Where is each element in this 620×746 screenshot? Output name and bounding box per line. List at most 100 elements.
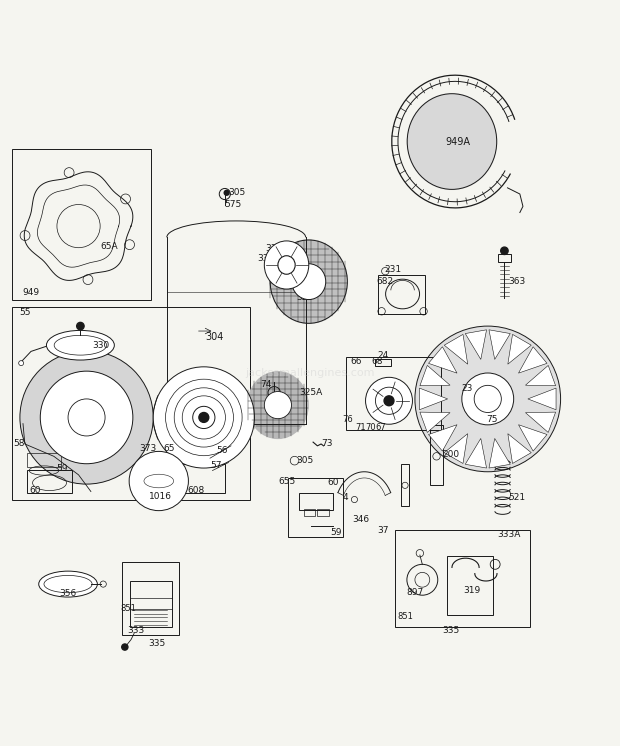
Bar bbox=[27, 454, 61, 467]
Ellipse shape bbox=[292, 264, 326, 300]
Circle shape bbox=[199, 413, 209, 422]
Circle shape bbox=[462, 373, 514, 424]
Circle shape bbox=[366, 377, 412, 424]
Text: 373: 373 bbox=[140, 444, 157, 453]
Polygon shape bbox=[526, 412, 556, 433]
Text: 682: 682 bbox=[377, 278, 394, 286]
Text: 4: 4 bbox=[343, 493, 348, 502]
Text: 305: 305 bbox=[229, 188, 246, 197]
Bar bbox=[430, 424, 443, 486]
Text: 330: 330 bbox=[93, 341, 110, 350]
Bar bbox=[12, 307, 250, 500]
Bar bbox=[378, 275, 425, 314]
Ellipse shape bbox=[46, 330, 114, 360]
Text: jackssmallengines.com: jackssmallengines.com bbox=[246, 368, 374, 378]
Circle shape bbox=[193, 407, 215, 428]
Text: 897: 897 bbox=[406, 588, 423, 597]
Text: 333: 333 bbox=[127, 627, 144, 636]
Polygon shape bbox=[428, 347, 457, 373]
Text: 305: 305 bbox=[296, 456, 314, 466]
Text: 65A: 65A bbox=[100, 242, 118, 251]
Bar bbox=[299, 493, 333, 510]
Text: 200: 200 bbox=[442, 450, 459, 459]
Text: 58: 58 bbox=[13, 439, 24, 448]
Text: 356: 356 bbox=[60, 589, 77, 598]
Polygon shape bbox=[445, 433, 467, 463]
Text: 608: 608 bbox=[187, 486, 205, 495]
Polygon shape bbox=[465, 439, 487, 468]
Text: 319: 319 bbox=[463, 586, 480, 595]
Bar bbox=[447, 557, 494, 615]
Ellipse shape bbox=[407, 94, 497, 189]
Text: 363: 363 bbox=[508, 278, 525, 286]
Bar bbox=[346, 357, 441, 430]
Text: 331: 331 bbox=[265, 244, 283, 253]
Text: 851: 851 bbox=[120, 604, 136, 613]
Text: 68: 68 bbox=[371, 357, 383, 366]
Polygon shape bbox=[526, 366, 556, 386]
Text: 521: 521 bbox=[508, 493, 525, 502]
Text: 37: 37 bbox=[377, 526, 389, 535]
Polygon shape bbox=[508, 433, 531, 463]
Circle shape bbox=[501, 247, 508, 254]
Bar bbox=[375, 360, 391, 366]
Polygon shape bbox=[420, 412, 450, 433]
Bar bbox=[122, 562, 179, 636]
Text: 55: 55 bbox=[19, 308, 30, 317]
Circle shape bbox=[224, 190, 229, 195]
Text: 1016: 1016 bbox=[149, 492, 172, 501]
Polygon shape bbox=[508, 334, 531, 364]
Polygon shape bbox=[465, 330, 487, 360]
Ellipse shape bbox=[247, 372, 308, 439]
Text: 575: 575 bbox=[224, 200, 241, 209]
Circle shape bbox=[474, 386, 502, 413]
Text: 65: 65 bbox=[164, 444, 175, 453]
Text: 74: 74 bbox=[260, 380, 271, 389]
Polygon shape bbox=[528, 388, 556, 410]
Text: 67: 67 bbox=[376, 423, 386, 432]
Text: 23: 23 bbox=[462, 384, 473, 393]
Bar bbox=[304, 509, 315, 516]
Text: 24: 24 bbox=[377, 351, 389, 360]
Text: 70: 70 bbox=[365, 423, 376, 432]
Ellipse shape bbox=[270, 240, 347, 323]
Circle shape bbox=[153, 367, 254, 468]
Text: 949: 949 bbox=[22, 288, 40, 297]
Ellipse shape bbox=[278, 256, 295, 275]
Text: 60: 60 bbox=[30, 486, 41, 495]
Text: 76: 76 bbox=[342, 415, 353, 424]
Bar bbox=[317, 509, 329, 516]
Text: 56: 56 bbox=[216, 445, 228, 454]
Bar bbox=[184, 464, 226, 493]
Text: 335: 335 bbox=[148, 639, 166, 648]
Text: 75: 75 bbox=[486, 415, 498, 424]
Bar bbox=[12, 149, 151, 300]
Text: 304: 304 bbox=[205, 332, 224, 342]
Text: 325A: 325A bbox=[299, 388, 323, 398]
Text: 73: 73 bbox=[322, 439, 333, 448]
Text: 325: 325 bbox=[296, 293, 314, 302]
Polygon shape bbox=[445, 334, 467, 364]
Circle shape bbox=[415, 326, 560, 471]
Circle shape bbox=[19, 360, 24, 366]
Text: 60: 60 bbox=[328, 478, 339, 487]
Polygon shape bbox=[518, 347, 547, 373]
Ellipse shape bbox=[264, 241, 309, 289]
Circle shape bbox=[376, 387, 402, 414]
Text: 949A: 949A bbox=[446, 137, 471, 146]
Text: 71: 71 bbox=[355, 423, 366, 432]
Text: 655: 655 bbox=[278, 477, 295, 486]
Text: 333A: 333A bbox=[497, 530, 520, 539]
Ellipse shape bbox=[38, 571, 97, 597]
Bar bbox=[288, 478, 343, 536]
Text: 332: 332 bbox=[257, 254, 274, 263]
Circle shape bbox=[40, 372, 133, 464]
Text: 335: 335 bbox=[442, 627, 459, 636]
Text: 346: 346 bbox=[352, 515, 369, 524]
Text: 59: 59 bbox=[330, 527, 342, 536]
Text: 59: 59 bbox=[56, 464, 68, 473]
Bar bbox=[401, 464, 409, 506]
Polygon shape bbox=[420, 366, 450, 386]
Text: 851: 851 bbox=[398, 612, 414, 621]
Circle shape bbox=[122, 644, 128, 650]
